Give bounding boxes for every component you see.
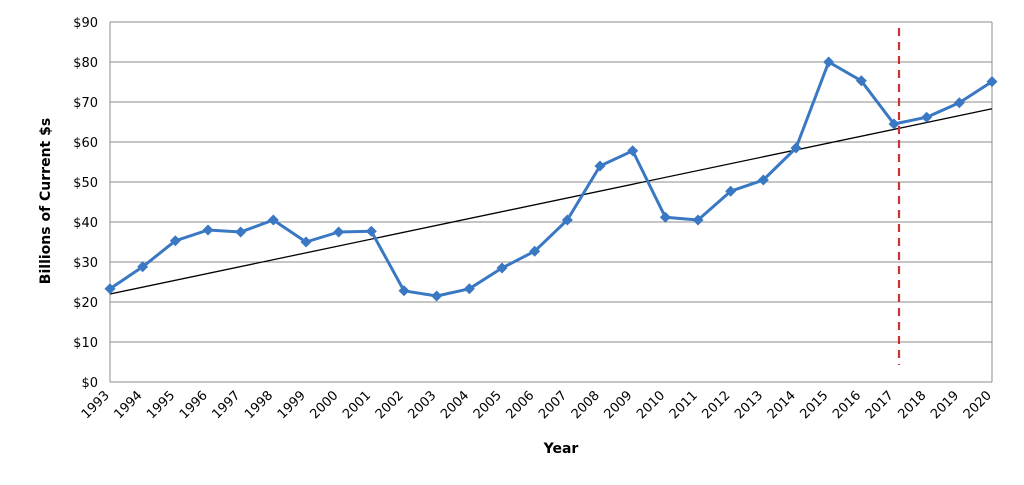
data-point — [790, 142, 802, 154]
x-tick-label: 2014 — [765, 388, 799, 422]
y-tick-label: $30 — [73, 256, 98, 271]
y-tick-label: $60 — [73, 136, 98, 151]
data-point — [463, 283, 475, 295]
series-group — [104, 56, 998, 302]
x-tick-labels: 1993199419951996199719981999200020012002… — [79, 388, 995, 422]
trendline-group — [109, 108, 993, 295]
y-tick-label: $90 — [73, 16, 98, 31]
x-tick-label: 2003 — [405, 388, 439, 422]
x-tick-label: 2018 — [895, 388, 929, 422]
x-tick-label: 2016 — [830, 388, 864, 422]
data-point — [104, 283, 116, 295]
data-point — [202, 224, 214, 236]
y-tick-labels: $0 $10 $20 $30 $40 $50 $60 $70 $80 $90 — [73, 16, 98, 391]
data-point — [921, 111, 933, 123]
y-tick-label: $50 — [73, 176, 98, 191]
data-point — [529, 245, 541, 257]
y-tick-label: $40 — [73, 216, 98, 231]
data-point — [823, 56, 835, 68]
x-tick-label: 2005 — [471, 388, 505, 422]
x-tick-label: 2019 — [928, 388, 962, 422]
x-tick-label: 2020 — [961, 388, 995, 422]
data-point — [757, 174, 769, 186]
x-tick-label: 1995 — [144, 388, 178, 422]
x-tick-label: 2011 — [667, 388, 701, 422]
x-tick-label: 1994 — [111, 388, 145, 422]
y-tick-label: $20 — [73, 296, 98, 311]
data-point — [692, 214, 704, 226]
x-tick-label: 1997 — [209, 388, 243, 422]
data-point — [953, 97, 965, 109]
x-tick-label: 2008 — [569, 388, 603, 422]
x-tick-label: 2004 — [438, 388, 472, 422]
data-point — [431, 290, 443, 302]
data-point — [594, 160, 606, 172]
data-point — [333, 226, 345, 238]
data-point — [300, 236, 312, 248]
trendline — [109, 108, 993, 295]
x-tick-label: 2001 — [340, 388, 374, 422]
x-tick-label: 1999 — [275, 388, 309, 422]
data-point — [986, 76, 998, 88]
y-tick-label: $70 — [73, 96, 98, 111]
x-tick-label: 2015 — [797, 388, 831, 422]
y-tick-label: $10 — [73, 336, 98, 351]
x-tick-label: 1993 — [79, 388, 113, 422]
x-tick-label: 2013 — [732, 388, 766, 422]
data-point — [137, 261, 149, 273]
x-tick-label: 2017 — [863, 388, 897, 422]
data-point — [398, 285, 410, 297]
data-point — [888, 118, 900, 130]
y-tick-label: $80 — [73, 56, 98, 71]
data-point — [169, 235, 181, 247]
x-tick-label: 2009 — [601, 388, 635, 422]
series-line — [109, 60, 993, 298]
data-point — [725, 185, 737, 197]
x-tick-label: 2002 — [373, 388, 407, 422]
x-axis-title: Year — [543, 441, 579, 457]
x-tick-label: 2000 — [307, 388, 341, 422]
x-tick-label: 2007 — [536, 388, 570, 422]
x-tick-label: 2010 — [634, 388, 668, 422]
x-tick-label: 2006 — [503, 388, 537, 422]
data-point — [496, 262, 508, 274]
x-tick-label: 1998 — [242, 388, 276, 422]
data-point — [627, 145, 639, 157]
y-tick-label: $0 — [81, 376, 98, 391]
x-tick-label: 2012 — [699, 388, 733, 422]
x-tick-label: 1996 — [177, 388, 211, 422]
data-point — [267, 214, 279, 226]
data-point — [235, 226, 247, 238]
y-axis-title: Billions of Current $s — [38, 118, 54, 284]
data-point — [855, 75, 867, 87]
data-point — [659, 211, 671, 223]
data-point — [561, 214, 573, 226]
data-point — [365, 225, 377, 237]
